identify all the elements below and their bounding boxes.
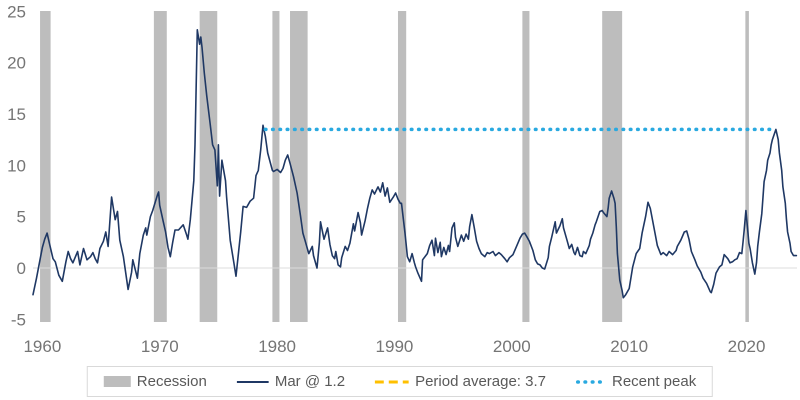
x-axis-tick-label: 2010 (610, 337, 648, 356)
x-axis-tick-label: 1990 (376, 337, 414, 356)
recession-swatch (103, 376, 131, 387)
y-axis-tick-label: -5 (11, 310, 26, 329)
x-axis-tick-label: 1980 (258, 337, 296, 356)
x-axis-tick-label: 2000 (493, 337, 531, 356)
recession-band (199, 11, 218, 322)
legend-item-period-average-3-7: Period average: 3.7 (375, 373, 546, 390)
y-axis-tick-label: 0 (17, 259, 26, 278)
legend: Recession Mar @ 1.2 Period average: 3.7 Rec… (86, 366, 714, 397)
data-series-line (32, 28, 798, 299)
legend-item-recent-peak: Recent peak (576, 373, 696, 390)
recession-band (522, 11, 530, 322)
y-axis-tick-label: 5 (17, 208, 26, 227)
recession-band (745, 11, 749, 322)
recession-band (40, 11, 51, 322)
recession-band (153, 11, 167, 322)
recession-band (397, 11, 407, 322)
legend-label: Mar @ 1.2 (274, 373, 346, 390)
y-axis-tick-label: 20 (7, 54, 26, 73)
x-axis-tick-label: 2020 (728, 337, 766, 356)
legend-label: Period average: 3.7 (415, 373, 546, 390)
x-axis-tick-label: 1960 (23, 337, 61, 356)
recession-band (290, 11, 308, 322)
legend-label: Recession (136, 373, 207, 390)
legend-item-recession: Recession (103, 373, 207, 390)
y-axis-tick-label: 15 (7, 105, 26, 124)
recession-band (272, 11, 280, 322)
legend-label: Recent peak (611, 373, 697, 390)
legend-item-mar-1-2: Mar @ 1.2 (236, 373, 346, 390)
y-axis-tick-label: 25 (7, 2, 26, 21)
average-line-swatch (375, 380, 410, 383)
series-line-swatch (236, 380, 269, 383)
y-axis-tick-label: 10 (7, 156, 26, 175)
x-axis-tick-label: 1970 (141, 337, 179, 356)
recent-peak-swatch (576, 379, 606, 384)
